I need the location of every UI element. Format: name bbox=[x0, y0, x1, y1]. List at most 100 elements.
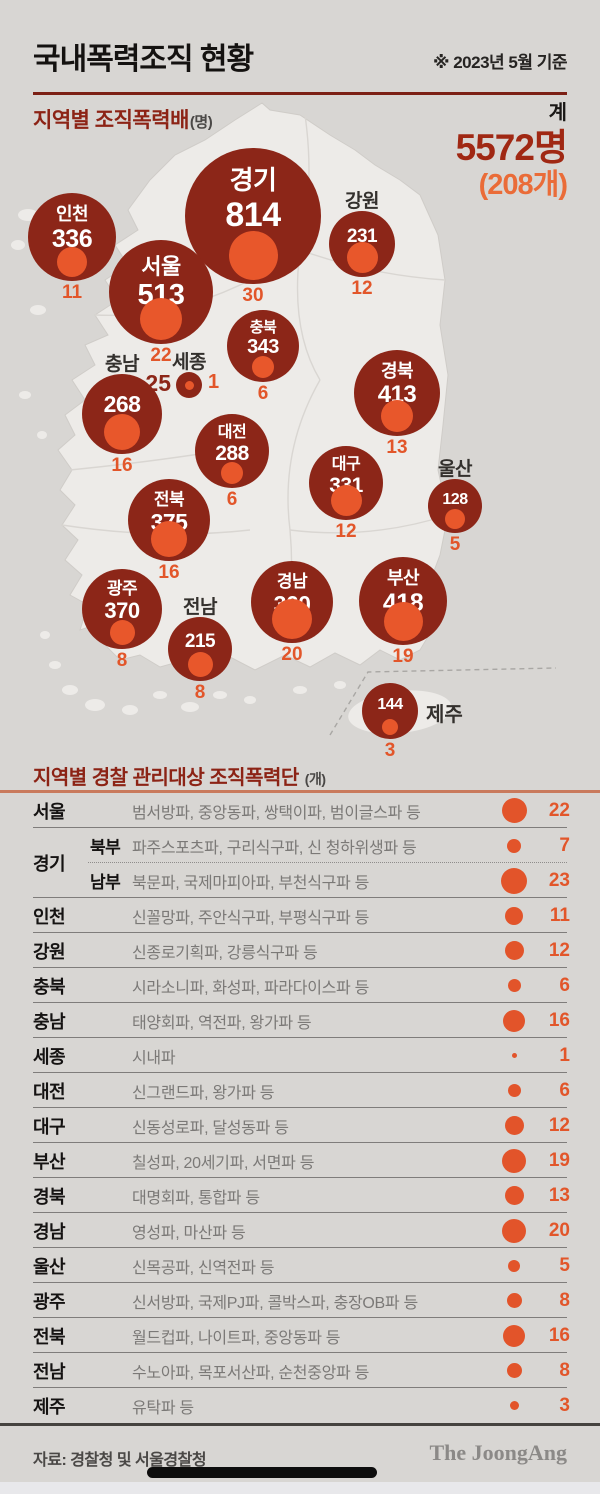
region-bubble-경남: 경남360 bbox=[251, 561, 333, 643]
count-dot bbox=[506, 1363, 522, 1378]
region-bubble-전북: 전북375 bbox=[128, 479, 210, 561]
org-dot bbox=[381, 400, 413, 432]
table-row: 전남 수노아파, 목포서산파, 순천중앙파 등 8 bbox=[0, 1353, 600, 1388]
region-name: 강원 bbox=[345, 191, 379, 212]
region-cell: 광주 bbox=[33, 1291, 66, 1312]
row-divider bbox=[33, 1212, 567, 1213]
region-name: 제주 bbox=[426, 704, 463, 726]
org-dot bbox=[221, 462, 243, 484]
row-divider bbox=[33, 967, 567, 968]
table-row: 강원 신종로기획파, 강릉식구파 등 12 bbox=[0, 933, 600, 968]
row-divider bbox=[33, 1002, 567, 1003]
count-dot bbox=[504, 1116, 524, 1135]
map-section-unit: (명) bbox=[189, 114, 213, 131]
org-dot bbox=[272, 599, 312, 639]
source-credit: 자료: 경찰청 및 서울경찰청 bbox=[33, 1452, 207, 1469]
count-cell: 8 bbox=[559, 1289, 570, 1311]
region-cell: 부산 bbox=[33, 1151, 66, 1172]
dot-cell bbox=[494, 1009, 534, 1032]
count-dot bbox=[509, 1401, 519, 1410]
region-bubble-세종 bbox=[176, 372, 202, 398]
member-count: 288 bbox=[215, 442, 249, 466]
table-section-title: 지역별 경찰 관리대상 조직폭력단 (개) bbox=[33, 761, 326, 790]
region-name: 전북 bbox=[153, 490, 185, 509]
row-divider bbox=[33, 1387, 567, 1388]
table-row: 광주 신서방파, 국제PJ파, 콜박스파, 충장OB파 등 8 bbox=[0, 1283, 600, 1318]
dot-cell bbox=[494, 867, 534, 894]
table-row: 남부 북문파, 국제마피아파, 부천식구파 등 23 bbox=[0, 863, 600, 898]
count-cell: 8 bbox=[559, 1359, 570, 1381]
region-bubble-부산: 부산418 bbox=[359, 557, 447, 645]
region-cell: 충남 bbox=[33, 1011, 66, 1032]
table-row: 서울 범서방파, 중앙동파, 쌍택이파, 범이글스파 등 22 bbox=[0, 793, 600, 828]
gang-names: 파주스포츠파, 구리식구파, 신 청하위생파 등 bbox=[132, 839, 417, 857]
region-bubble-서울: 서울 513 bbox=[109, 240, 213, 344]
table-row: 전북 월드컵파, 나이트파, 중앙동파 등 16 bbox=[0, 1318, 600, 1353]
gang-table: 서울 범서방파, 중앙동파, 쌍택이파, 범이글스파 등 22 경기 북부 파주스포츠파,… bbox=[0, 790, 600, 1426]
row-divider bbox=[33, 1317, 567, 1318]
region-cell: 충북 bbox=[33, 976, 66, 997]
org-dot bbox=[383, 602, 423, 641]
table-row: 충남 태양회파, 역전파, 왕가파 등 16 bbox=[0, 1003, 600, 1038]
count-dot bbox=[506, 1293, 522, 1308]
region-cell: 대전 bbox=[33, 1081, 66, 1102]
org-dot bbox=[187, 652, 213, 677]
gang-names: 범서방파, 중앙동파, 쌍택이파, 범이글스파 등 bbox=[132, 804, 421, 822]
dot-cell bbox=[494, 906, 534, 925]
org-dot bbox=[252, 356, 274, 378]
region-name: 대전 bbox=[217, 424, 247, 441]
member-count: 268 bbox=[103, 391, 141, 418]
dot-cell bbox=[494, 1363, 534, 1378]
gang-names: 수노아파, 목포서산파, 순천중앙파 등 bbox=[132, 1364, 370, 1382]
gang-names: 유탁파 등 bbox=[132, 1399, 194, 1417]
dot-cell bbox=[494, 1084, 534, 1097]
count-dot bbox=[503, 1009, 525, 1032]
count-dot bbox=[508, 1259, 520, 1272]
region-bubble-경북: 경북 413 bbox=[354, 350, 440, 436]
org-count: 16 bbox=[158, 562, 180, 583]
region-cell: 제주 bbox=[33, 1396, 66, 1417]
count-cell: 7 bbox=[559, 834, 570, 856]
org-count: 8 bbox=[194, 682, 206, 703]
region-cell: 강원 bbox=[33, 941, 66, 962]
region-cell: 전남 bbox=[33, 1361, 66, 1382]
gang-names: 신그랜드파, 왕가파 등 bbox=[132, 1084, 275, 1102]
region-bubble-대전: 대전 288 bbox=[195, 414, 269, 488]
dot-cell bbox=[494, 838, 534, 853]
count-dot bbox=[501, 867, 527, 894]
subregion-cell: 남부 bbox=[90, 873, 121, 892]
member-count: 128 bbox=[442, 491, 468, 509]
gang-names: 대명회파, 통합파 등 bbox=[132, 1189, 260, 1207]
table-row: 인천 신꼴망파, 주안식구파, 부평식구파 등 11 bbox=[0, 898, 600, 933]
dot-cell bbox=[494, 1148, 534, 1173]
row-divider bbox=[33, 1107, 567, 1108]
gang-names: 태양회파, 역전파, 왕가파 등 bbox=[132, 1014, 312, 1032]
map-section-title-text: 지역별 조직폭력배 bbox=[33, 109, 189, 132]
org-count: 13 bbox=[386, 437, 408, 458]
total-block: 계 5572명 (208개) bbox=[455, 103, 568, 200]
table-row: 울산 신목공파, 신역전파 등 5 bbox=[0, 1248, 600, 1283]
total-members: 5572명 bbox=[455, 127, 568, 168]
count-cell: 16 bbox=[548, 1324, 570, 1346]
count-cell: 12 bbox=[548, 1114, 570, 1136]
map-section-title: 지역별 조직폭력배(명) bbox=[33, 104, 213, 134]
table-row: 경남 영성파, 마산파 등 20 bbox=[0, 1213, 600, 1248]
home-indicator-bar bbox=[147, 1467, 377, 1478]
table-row: 부산 칠성파, 20세기파, 서면파 등 19 bbox=[0, 1143, 600, 1178]
count-dot bbox=[505, 906, 523, 925]
count-dot bbox=[504, 1186, 524, 1205]
region-name: 대구 bbox=[331, 456, 361, 473]
org-dot bbox=[109, 620, 135, 645]
gang-names: 신동성로파, 달성동파 등 bbox=[132, 1119, 289, 1137]
table-row: 대구 신동성로파, 달성동파 등 12 bbox=[0, 1108, 600, 1143]
row-divider bbox=[33, 1177, 567, 1178]
region-name: 세종 bbox=[172, 352, 206, 373]
jeju-inset-line bbox=[329, 667, 557, 736]
org-count: 12 bbox=[351, 278, 373, 299]
count-dot bbox=[502, 1148, 526, 1173]
org-count: 12 bbox=[335, 521, 357, 542]
region-bubble-강원: 231 bbox=[329, 211, 395, 277]
publisher-logo: The JoongAng bbox=[429, 1440, 567, 1465]
region-cell: 세종 bbox=[33, 1046, 66, 1067]
